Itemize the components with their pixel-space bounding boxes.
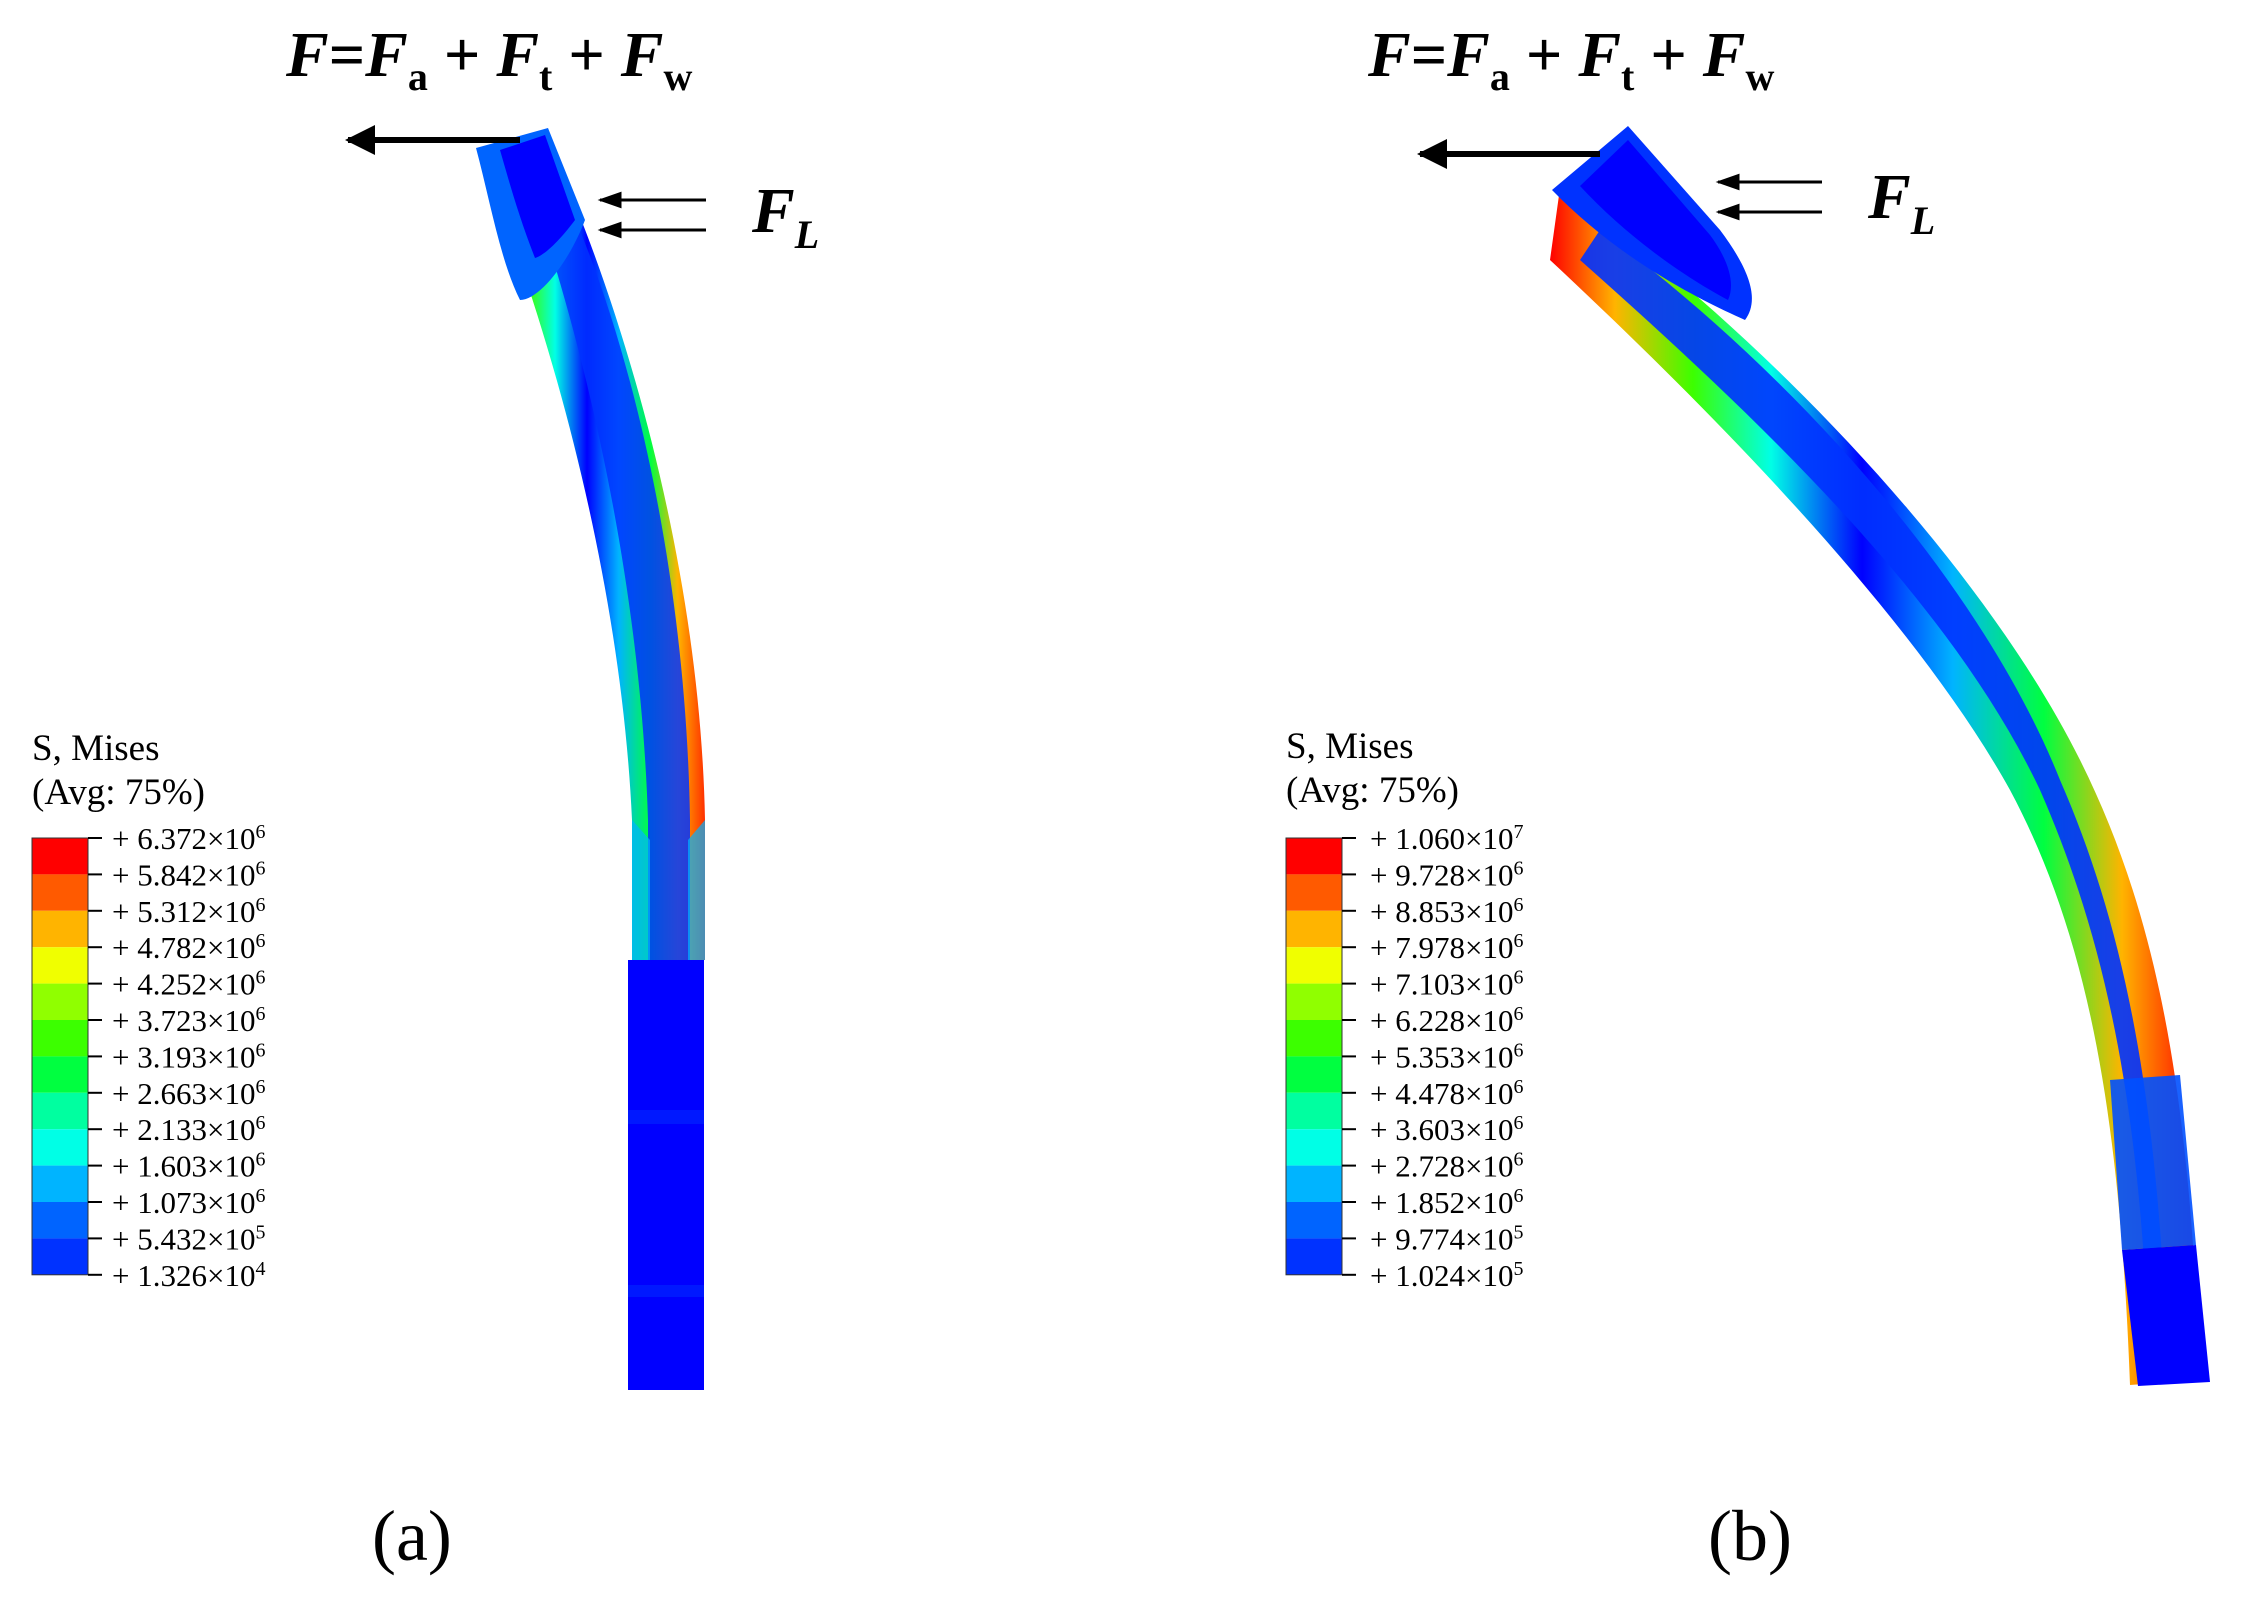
legend-level-label: + 9.774×105 [1370,1221,1523,1256]
legend-band [32,1056,88,1093]
legend-band [32,947,88,984]
legend-band [1286,1020,1342,1057]
legend-level-label: + 1.852×106 [1370,1185,1523,1220]
panel-b: F=Fa + Ft + Fw FL S, Mises (Avg: 75%) + … [1285,19,2210,1576]
legend-band [1286,1165,1342,1202]
legend-a-title: S, Mises [32,728,159,769]
legend-level-label: + 2.133×106 [112,1112,265,1147]
legend-level-label: + 2.663×106 [112,1076,265,1111]
legend-level-label: + 1.326×104 [112,1258,265,1293]
beam-a-neutral-core [520,160,690,960]
legend-level-label: + 1.603×106 [112,1149,265,1184]
legend-band [32,874,88,911]
legend-level-label: + 9.728×106 [1370,857,1523,892]
legend-band [1286,910,1342,948]
legend-level-label: + 4.252×106 [112,967,265,1002]
legend-level-label: + 3.723×106 [112,1003,265,1038]
legend-band [32,1020,88,1057]
beam-b-neutral-core [1580,230,2168,1383]
legend-band [1286,1202,1342,1239]
legend-level-label: + 1.024×105 [1370,1258,1523,1293]
legend-band [32,838,88,875]
legend-band [1286,874,1342,911]
legend-band [1286,947,1342,984]
legend-b-subtitle: (Avg: 75%) [1286,770,1459,811]
legend-band [1286,1238,1342,1275]
legend-level-label: + 6.372×106 [112,821,265,856]
legend-level-label: + 4.782×106 [112,930,265,965]
caption-a: (a) [372,1496,452,1576]
legend-level-label: + 8.853×106 [1370,894,1523,929]
force-formula-b: F=Fa + Ft + Fw [1367,19,1774,99]
legend-level-label: + 3.193×106 [112,1039,265,1074]
legend-band [32,1129,88,1166]
legend-b-title: S, Mises [1286,726,1413,767]
beam-a-base [628,960,704,1390]
legend-a: S, Mises (Avg: 75%) + 6.372×106+ 5.842×1… [31,728,265,1293]
legend-level-label: + 7.978×106 [1370,930,1523,965]
legend-level-label: + 4.478×106 [1370,1076,1523,1111]
legend-level-label: + 5.432×105 [112,1221,265,1256]
legend-band [32,910,88,948]
legend-level-label: + 3.603×106 [1370,1112,1523,1147]
lateral-force-label-b: FL [1867,161,1935,243]
caption-b: (b) [1708,1496,1792,1576]
legend-band [32,1238,88,1275]
legend-level-label: + 5.312×106 [112,894,265,929]
legend-level-label: + 6.228×106 [1370,1003,1523,1038]
legend-level-label: + 7.103×106 [1370,967,1523,1002]
legend-band [1286,1056,1342,1093]
legend-a-subtitle: (Avg: 75%) [32,772,205,813]
beam-b-bent-section [1550,188,2200,1385]
legend-band [1286,838,1342,875]
legend-level-label: + 5.842×106 [112,857,265,892]
legend-b: S, Mises (Avg: 75%) + 1.060×107+ 9.728×1… [1285,726,1523,1293]
legend-level-label: + 5.353×106 [1370,1039,1523,1074]
legend-level-label: + 2.728×106 [1370,1149,1523,1184]
legend-band [32,1092,88,1130]
beam-b-base [2122,1245,2210,1386]
legend-band [1286,983,1342,1020]
legend-band [32,1202,88,1239]
force-formula-a: F=Fa + Ft + Fw [285,19,692,99]
legend-band [32,1165,88,1202]
legend-band [1286,1129,1342,1166]
legend-band [1286,1092,1342,1130]
legend-band [32,983,88,1020]
legend-level-label: + 1.060×107 [1370,821,1523,856]
panel-a: F=Fa + Ft + Fw FL S, Mises (Avg: 75%) + … [31,19,819,1576]
legend-level-label: + 1.073×106 [112,1185,265,1220]
lateral-force-label-a: FL [751,175,819,257]
